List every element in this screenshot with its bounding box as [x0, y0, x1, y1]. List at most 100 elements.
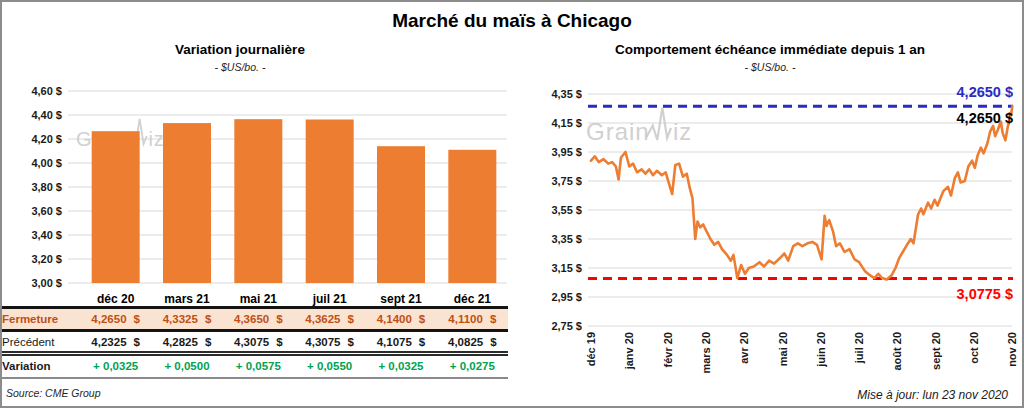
watermark-text: Grain: [586, 118, 650, 145]
row-label: Précédent: [2, 331, 80, 354]
y-tick-label: 3,00 $: [31, 277, 62, 289]
value-cell: 4,2325 $: [80, 331, 151, 354]
value-cell: + 0,0325: [365, 354, 436, 378]
currency-sign: $: [205, 336, 211, 348]
price-value: 4,3075: [234, 336, 269, 348]
value-cell: 4,3075$: [294, 331, 365, 354]
price-value: + 0,0500: [164, 360, 209, 372]
x-tick-label: juin 20: [815, 332, 827, 368]
month-header: mars 21: [151, 292, 222, 308]
currency-sign: $: [134, 336, 140, 348]
bar-chart-title: Variation journalière: [2, 42, 478, 57]
price-value: 4,3325: [163, 313, 198, 325]
bar-mars 21: [163, 123, 211, 283]
currency-sign: $: [134, 313, 140, 325]
low-reference-label: 3,0775 $: [957, 286, 1013, 302]
futures-prices-table: déc 20mars 21mai 21juil 21sept 21déc 21F…: [2, 292, 508, 379]
y-tick-label: 3,60 $: [31, 205, 62, 217]
watermark-text: iz: [148, 128, 164, 150]
month-header: déc 21: [437, 292, 508, 308]
currency-sign: $: [419, 313, 425, 325]
bar-déc 20: [92, 131, 140, 283]
currency-sign: $: [205, 313, 211, 325]
currency-sign: $: [490, 313, 496, 325]
y-tick-label: 2,75 $: [551, 320, 582, 332]
bar-mai 21: [234, 119, 282, 283]
value-cell: + 0,0550: [294, 354, 365, 378]
daily-variation-bar-chart: 4,60 $4,40 $4,20 $4,00 $3,80 $3,60 $3,40…: [2, 82, 514, 294]
bar-sept 21: [377, 146, 425, 283]
price-value: + 0,0325: [378, 360, 423, 372]
price-value: 4,1100: [448, 313, 483, 325]
value-cell: 4,2825 $: [151, 331, 222, 354]
table-row-variation: Variation+ 0,0325+ 0,0500+ 0,0575+ 0,055…: [2, 354, 508, 378]
x-tick-label: janv 20: [623, 332, 635, 370]
update-note: Mise à jour: lun 23 nov 2020: [857, 388, 1008, 402]
watermark-zigzag-icon: [646, 108, 670, 140]
row-label: Variation: [2, 354, 80, 378]
bar-juil 21: [306, 120, 354, 284]
value-cell: 4,2650 $: [80, 308, 151, 331]
y-tick-label: 3,35 $: [551, 233, 582, 245]
x-tick-label: déc 19: [585, 332, 597, 366]
front-month-line-chart: 4,35 $4,15 $3,95 $3,75 $3,55 $3,35 $3,15…: [514, 82, 1024, 394]
table-row-fermeture: Fermeture4,2650$4,3325$4,3650$4,3625$4,1…: [2, 308, 508, 331]
value-cell: + 0,0325: [80, 354, 151, 378]
y-tick-label: 3,40 $: [31, 229, 62, 241]
last-price-label: 4,2650 $: [957, 110, 1013, 126]
price-value: 4,1400: [377, 313, 412, 325]
value-cell: 4,1075 $: [365, 331, 436, 354]
x-tick-label: nov 20: [1006, 332, 1018, 367]
y-tick-label: 4,35 $: [551, 88, 582, 100]
month-header: mai 21: [223, 292, 294, 308]
grainwiz-watermark: Grainiz: [586, 108, 692, 145]
corner-cell: [2, 292, 80, 308]
high-reference-label: 4,2650 $: [957, 84, 1013, 100]
month-header: sept 21: [365, 292, 436, 308]
watermark-text: iz: [673, 118, 692, 145]
table-row-precedent: Précédent4,2325$4,2825$4,3075$4,3075$4,1…: [2, 331, 508, 354]
month-header: déc 20: [80, 292, 151, 308]
value-cell: + 0,0500: [151, 354, 222, 378]
currency-sign: $: [276, 336, 282, 348]
price-value: 4,2650: [91, 313, 126, 325]
y-tick-label: 3,20 $: [31, 253, 62, 265]
value-cell: 4,3075 $: [223, 331, 294, 354]
page-title: Marché du maïs à Chicago: [2, 10, 1022, 32]
x-tick-label: mars 20: [700, 332, 712, 374]
y-tick-label: 4,60 $: [31, 85, 62, 97]
y-tick-label: 3,15 $: [551, 262, 582, 274]
y-tick-label: 4,20 $: [31, 133, 62, 145]
currency-sign: $: [276, 313, 282, 325]
x-tick-label: mai 20: [777, 332, 789, 366]
price-value: 4,3625: [305, 313, 340, 325]
x-tick-label: avr 20: [738, 332, 750, 364]
price-value: 4,0825: [448, 336, 483, 348]
y-tick-label: 3,55 $: [551, 204, 582, 216]
bar-chart-subtitle: - $US/bo. -: [2, 61, 478, 73]
value-cell: 4,3625$: [294, 308, 365, 331]
price-value: 4,3075: [305, 336, 340, 348]
value-cell: + 0,0275: [437, 354, 508, 378]
price-value: 4,2325: [91, 336, 126, 348]
value-cell: 4,3650 $: [223, 308, 294, 331]
x-tick-label: juil 20: [853, 332, 865, 364]
currency-sign: $: [419, 336, 425, 348]
value-cell: + 0,0575: [223, 354, 294, 378]
y-tick-label: 4,15 $: [551, 117, 582, 129]
month-header: juil 21: [294, 292, 365, 308]
y-tick-label: 3,95 $: [551, 146, 582, 158]
value-cell: 4,1100 $: [437, 308, 508, 331]
y-tick-label: 2,95 $: [551, 291, 582, 303]
bar-déc 21: [448, 150, 496, 283]
line-chart-subtitle: - $US/bo. -: [514, 61, 1024, 73]
corn-market-dashboard: Marché du maïs à Chicago Variation journ…: [0, 0, 1024, 408]
value-cell: 4,0825$: [437, 331, 508, 354]
price-value: 4,1075: [377, 336, 412, 348]
x-tick-label: sept 20: [930, 332, 942, 370]
price-value: + 0,0275: [450, 360, 495, 372]
price-value: 4,2825: [163, 336, 198, 348]
y-tick-label: 4,40 $: [31, 109, 62, 121]
price-value: 4,3650: [234, 313, 269, 325]
price-value: + 0,0550: [307, 360, 352, 372]
